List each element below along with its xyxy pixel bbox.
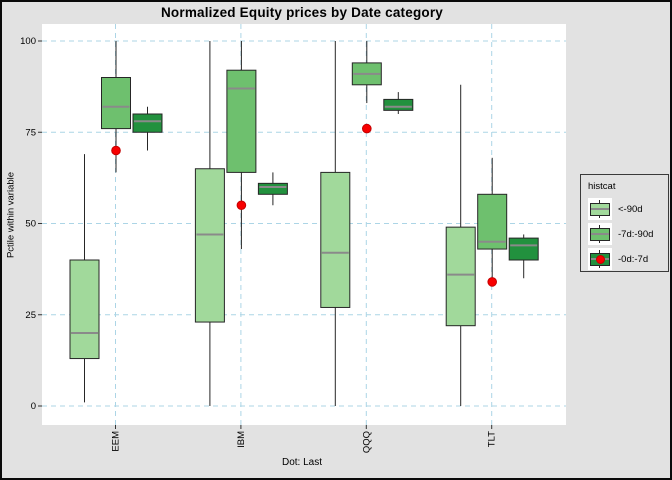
legend-item: <-90d xyxy=(588,198,663,220)
boxplot-box xyxy=(508,237,539,261)
legend-key-boxplot-glyph xyxy=(588,248,612,270)
y-tick-label: 75 xyxy=(25,127,36,138)
y-tick-label: 100 xyxy=(20,36,36,47)
box-glyph xyxy=(590,228,610,241)
x-axis-caption: Dot: Last xyxy=(281,457,323,468)
legend-label: -0d:-7d xyxy=(618,253,649,265)
boxplot-box xyxy=(69,259,100,360)
y-tick-label: 50 xyxy=(25,219,36,230)
last-dot xyxy=(487,277,498,287)
legend-key-boxplot-glyph xyxy=(588,198,612,220)
last-dot-glyph xyxy=(595,254,605,264)
boxplot-box xyxy=(101,77,131,130)
boxplot-box xyxy=(320,171,351,308)
y-tick-label: 0 xyxy=(31,401,36,412)
last-dot xyxy=(362,123,372,134)
category-label: TLT xyxy=(487,431,498,447)
legend-label: -7d:-90d xyxy=(618,228,654,240)
legend-item: -7d:-90d xyxy=(588,223,663,245)
legend-item: -0d:-7d xyxy=(588,248,663,270)
y-tick-label: 25 xyxy=(25,310,36,321)
boxplot-box xyxy=(226,69,257,173)
boxplot-box xyxy=(477,193,508,250)
category-label: EEM xyxy=(111,431,122,452)
legend-label: <-90d xyxy=(618,203,643,215)
boxplot-box xyxy=(383,98,414,111)
boxplot-box xyxy=(257,182,288,195)
last-dot xyxy=(236,200,247,211)
box-glyph xyxy=(590,203,610,216)
boxplot-box xyxy=(132,113,163,133)
legend-title: histcat xyxy=(588,181,616,192)
boxplot-box xyxy=(194,168,225,323)
last-dot xyxy=(111,145,121,156)
category-label: IBM xyxy=(236,431,247,448)
chart-title: Normalized Equity prices by Date categor… xyxy=(160,5,444,20)
legend-key-boxplot-glyph xyxy=(588,223,612,245)
boxplot-box xyxy=(445,226,476,327)
category-label: QQQ xyxy=(361,431,372,453)
legend: histcat <-90d -7d:-90d -0d:-7d xyxy=(580,174,669,272)
